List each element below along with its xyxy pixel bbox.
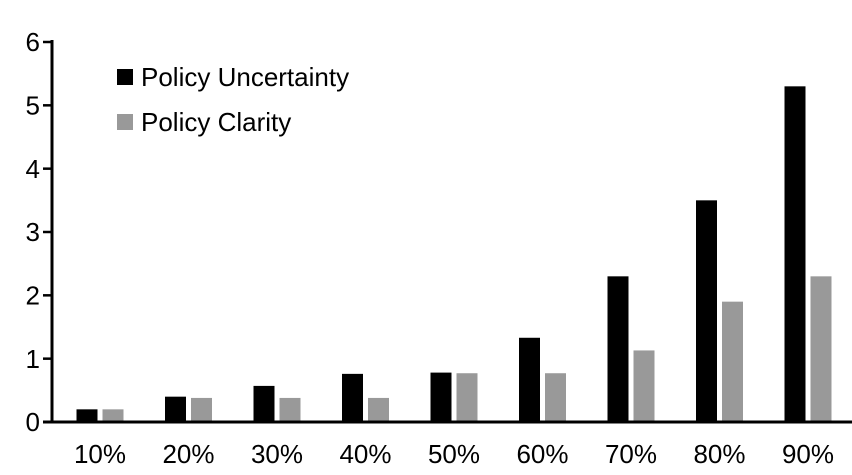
y-tick-label-0: 0 <box>26 407 40 437</box>
legend-swatch-policy-clarity-icon <box>117 114 133 130</box>
bar-policy-clarity-50 <box>456 373 478 422</box>
bar-policy-uncertainty-50 <box>430 372 452 422</box>
bar-policy-clarity-10 <box>102 409 124 422</box>
bar-policy-uncertainty-10 <box>76 409 98 422</box>
y-tick-label-4: 4 <box>26 154 40 184</box>
x-tick-label-60: 60% <box>516 439 568 469</box>
bar-policy-uncertainty-40 <box>342 373 363 422</box>
legend-item-policy-uncertainty: Policy Uncertainty <box>117 62 349 92</box>
bar-policy-clarity-80 <box>722 301 743 422</box>
y-tick-label-5: 5 <box>26 90 40 120</box>
legend-item-policy-clarity: Policy Clarity <box>117 107 349 137</box>
y-tick-label-1: 1 <box>26 344 40 374</box>
x-tick-label-10: 10% <box>74 439 126 469</box>
x-tick-label-90: 90% <box>782 439 834 469</box>
bar-policy-uncertainty-30 <box>253 385 275 422</box>
x-tick-label-20: 20% <box>162 439 214 469</box>
bar-policy-uncertainty-90 <box>784 86 806 422</box>
x-tick-label-40: 40% <box>339 439 391 469</box>
bar-policy-clarity-30 <box>279 397 301 422</box>
bar-policy-clarity-20 <box>191 397 212 422</box>
bar-policy-uncertainty-70 <box>607 276 629 422</box>
chart-legend: Policy Uncertainty Policy Clarity <box>117 62 349 137</box>
legend-label-policy-uncertainty: Policy Uncertainty <box>141 62 350 92</box>
bar-policy-uncertainty-80 <box>696 200 717 422</box>
y-tick-label-6: 6 <box>26 27 40 57</box>
y-tick-label-3: 3 <box>26 217 40 247</box>
x-tick-label-50: 50% <box>428 439 480 469</box>
bar-policy-clarity-60 <box>545 373 566 422</box>
legend-swatch-policy-uncertainty-icon <box>117 69 133 85</box>
y-tick-label-2: 2 <box>26 280 40 310</box>
legend-label-policy-clarity: Policy Clarity <box>141 107 292 137</box>
bar-policy-uncertainty-60 <box>519 337 540 422</box>
bar-policy-clarity-40 <box>368 397 389 422</box>
bar-policy-uncertainty-20 <box>165 396 186 422</box>
x-tick-label-80: 80% <box>693 439 745 469</box>
x-tick-label-30: 30% <box>251 439 303 469</box>
bar-policy-clarity-70 <box>633 350 655 422</box>
bar-policy-clarity-90 <box>810 276 832 422</box>
x-tick-label-70: 70% <box>605 439 657 469</box>
